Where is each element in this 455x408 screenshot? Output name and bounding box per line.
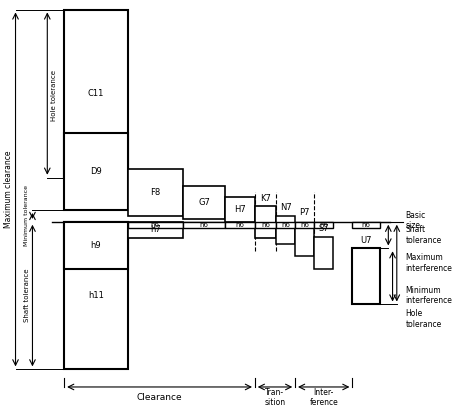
Text: Hole
tolerance: Hole tolerance (404, 309, 440, 329)
Bar (275, 222, 294, 228)
Text: C11: C11 (88, 89, 104, 98)
Text: h6: h6 (235, 222, 244, 228)
Bar (352, 222, 379, 228)
Text: h6: h6 (361, 222, 370, 228)
Text: Shaft tolerance: Shaft tolerance (24, 269, 30, 322)
Text: K7: K7 (259, 194, 270, 203)
Text: Maximum clearance: Maximum clearance (4, 151, 13, 228)
Text: h6: h6 (318, 222, 328, 228)
Text: D9: D9 (90, 167, 101, 176)
Text: Minimum
interference: Minimum interference (404, 286, 451, 305)
Bar (275, 216, 294, 244)
Text: Tran-
sition: Tran- sition (264, 388, 285, 407)
Bar (294, 222, 313, 228)
Bar (225, 197, 254, 222)
Bar (64, 222, 127, 269)
Text: Shaft
tolerance: Shaft tolerance (404, 225, 440, 245)
Text: Minimum tolerance: Minimum tolerance (25, 186, 30, 246)
Text: Inter-
ference: Inter- ference (308, 388, 337, 407)
Bar (127, 222, 182, 228)
Bar (182, 186, 225, 219)
Bar (352, 248, 379, 304)
Text: S7: S7 (318, 224, 329, 233)
Bar (127, 169, 182, 216)
Bar (127, 222, 182, 238)
Text: h6: h6 (151, 222, 159, 228)
Text: G7: G7 (197, 198, 209, 207)
Text: H7: H7 (234, 205, 245, 214)
Bar (313, 237, 333, 269)
Text: h6: h6 (260, 222, 269, 228)
Text: P7: P7 (299, 208, 309, 217)
Text: Basic
size: Basic size (404, 211, 425, 230)
Text: F8: F8 (150, 188, 160, 197)
Text: h6: h6 (280, 222, 289, 228)
Bar (64, 222, 127, 369)
Bar (225, 222, 254, 228)
Text: h6: h6 (299, 222, 308, 228)
Bar (64, 9, 127, 177)
Text: h9: h9 (91, 241, 101, 250)
Text: U7: U7 (359, 236, 371, 245)
Bar (254, 222, 275, 228)
Text: h7: h7 (150, 225, 160, 234)
Bar (64, 133, 127, 210)
Text: Hole tolerance: Hole tolerance (51, 69, 56, 120)
Text: Maximum
interference: Maximum interference (404, 253, 451, 273)
Text: N7: N7 (279, 202, 291, 211)
Text: Clearance: Clearance (136, 393, 182, 402)
Bar (313, 222, 333, 228)
Text: h6: h6 (199, 222, 208, 228)
Bar (254, 206, 275, 238)
Bar (182, 222, 225, 228)
Text: h11: h11 (88, 291, 104, 300)
Bar (294, 226, 313, 256)
